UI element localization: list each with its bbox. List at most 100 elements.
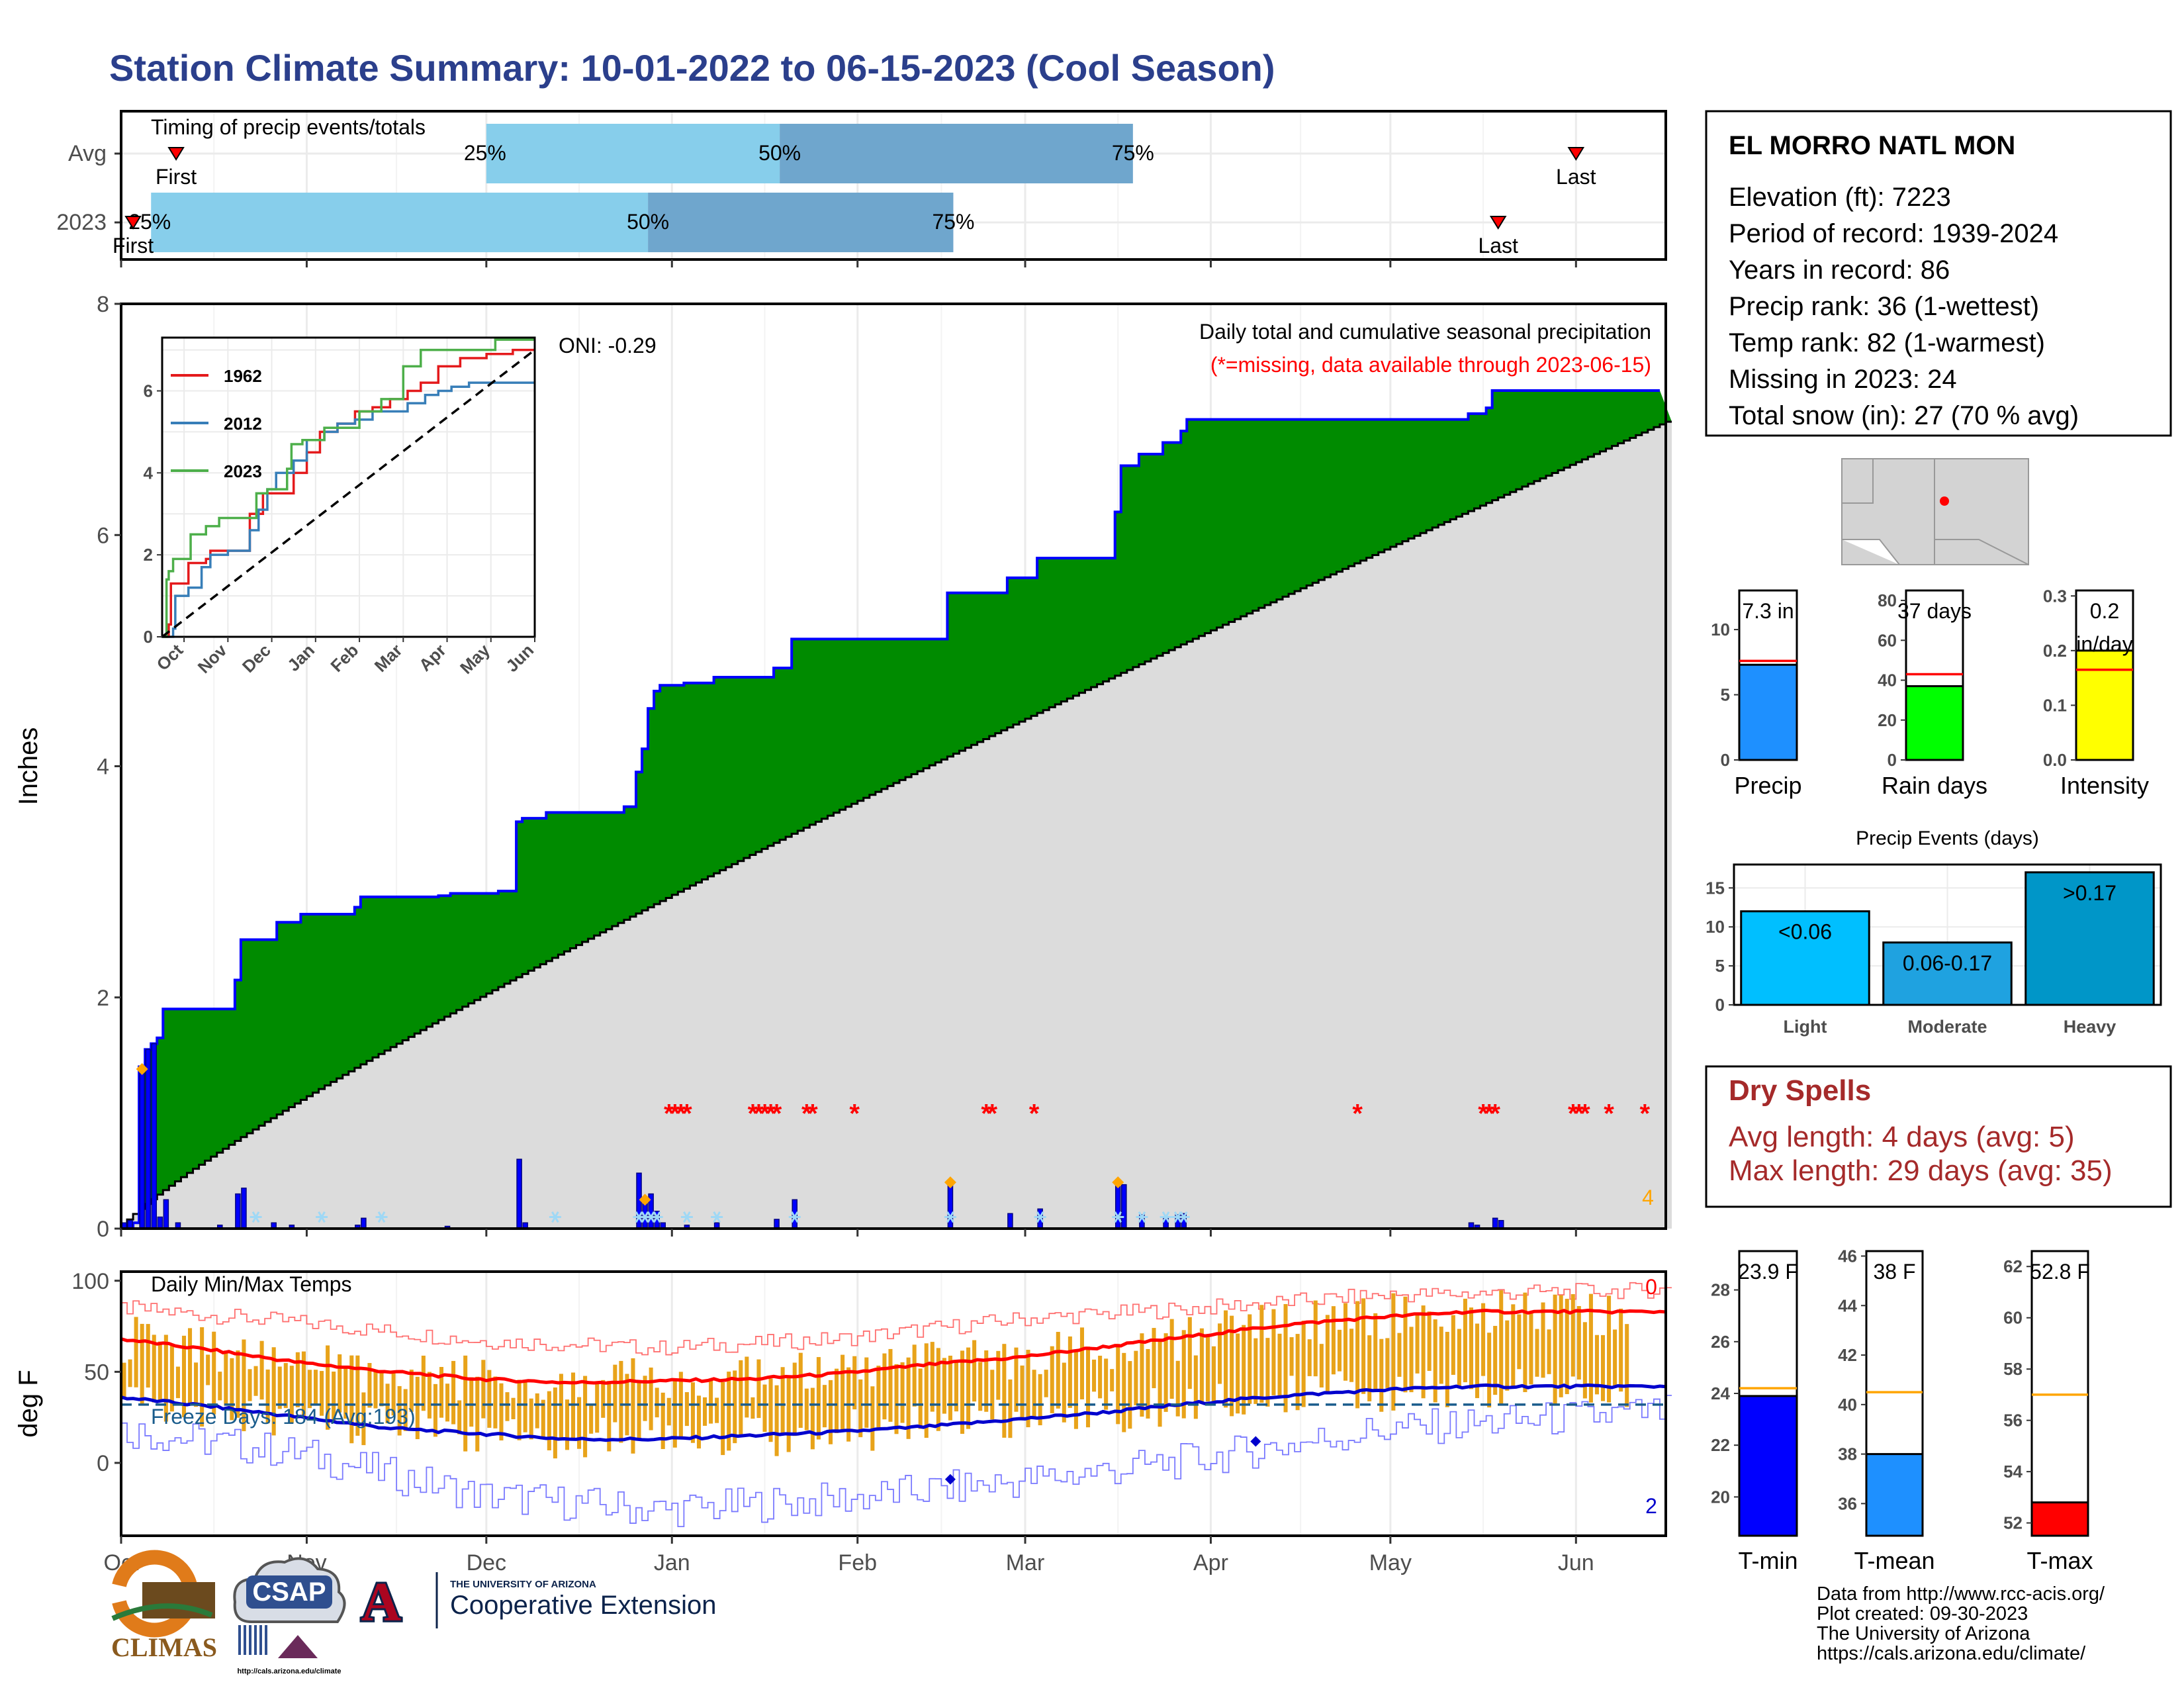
snow-marker xyxy=(651,1211,663,1223)
station-info-precip-rank: Precip rank: 36 (1-wettest) xyxy=(1729,292,2040,321)
inset-y-tick-label: 0 xyxy=(144,627,153,647)
daily-temp-bar xyxy=(727,1372,731,1451)
csap-mountain-icon xyxy=(278,1635,318,1658)
daily-temp-bar xyxy=(666,1397,671,1426)
station-info-snow: Total snow (in): 27 (70 % avg) xyxy=(1729,401,2079,430)
daily-temp-bar xyxy=(912,1344,917,1407)
daily-temp-bar xyxy=(1283,1304,1288,1413)
summary-y-tick: 44 xyxy=(1838,1295,1857,1315)
snow-stroke xyxy=(1173,1211,1182,1223)
timing-pct-75: 75% xyxy=(932,210,974,234)
missing-marker: * xyxy=(754,1099,764,1128)
map-border xyxy=(1934,539,2029,565)
daily-temp-bar xyxy=(253,1366,258,1396)
precip-rain-days: 0 20 40 60 80 37 days Rain days xyxy=(1878,589,1987,799)
station-info-box xyxy=(1705,110,2172,437)
daily-temp-bar xyxy=(1427,1311,1432,1371)
daily-temp-bar xyxy=(415,1376,420,1440)
missing-marker: * xyxy=(801,1099,812,1128)
x-month-label: Jun xyxy=(1558,1550,1594,1575)
station-info-border xyxy=(1705,110,2172,437)
dry-spells-box xyxy=(1705,1065,2172,1208)
summary-y-tick: 0 xyxy=(1888,750,1897,770)
credit-url: https://cals.arizona.edu/climate/ xyxy=(1817,1643,2086,1664)
daily-temp-bar xyxy=(1313,1300,1318,1377)
summary-value-unit: in/day xyxy=(2076,632,2132,656)
daily-temp-bar xyxy=(1158,1338,1162,1427)
snow-marker xyxy=(316,1211,328,1223)
daily-temp-bar xyxy=(1014,1347,1019,1412)
snow-stroke xyxy=(641,1211,649,1223)
daily-temp-bar xyxy=(1253,1338,1258,1404)
daily-temp-bar xyxy=(259,1340,264,1400)
station-info-elevation: Elevation (ft): 7223 xyxy=(1729,183,1951,212)
y-tick-label: 0 xyxy=(97,1451,109,1476)
daily-precip-bar xyxy=(163,1199,169,1229)
panel-border xyxy=(1733,863,2162,1006)
snow-marker xyxy=(250,1211,262,1223)
temp-t-min: 20 22 24 26 28 23.9 F T-min xyxy=(1711,1250,1798,1574)
daily-temp-bar xyxy=(660,1392,665,1450)
daily-temp-bar xyxy=(996,1350,1001,1400)
timing-row-label: 2023 xyxy=(56,210,107,235)
daily-temp-bar xyxy=(1140,1333,1144,1417)
daily-temp-bar xyxy=(703,1397,707,1426)
missing-marker: * xyxy=(1568,1099,1578,1128)
daily-temp-bar xyxy=(206,1354,210,1385)
daily-temp-bar xyxy=(906,1357,911,1439)
daily-temp-bar xyxy=(1242,1325,1246,1415)
daily-temp-bar xyxy=(1439,1327,1443,1384)
avg-tmin-line xyxy=(120,1383,1666,1442)
daily-temp-bar xyxy=(942,1358,946,1414)
daily-temp-bar xyxy=(595,1383,600,1433)
summary-y-tick: 56 xyxy=(2003,1411,2023,1430)
dry-spells-max-length: Max length: 29 days (avg: 35) xyxy=(1729,1154,2113,1187)
daily-temp-bar xyxy=(1044,1370,1048,1397)
daily-temp-bar xyxy=(978,1362,983,1411)
page-title: Station Climate Summary: 10-01-2022 to 0… xyxy=(109,47,1275,89)
summary-panel-label: T-max xyxy=(2026,1547,2093,1574)
daily-temp-bar xyxy=(505,1392,510,1421)
daily-temp-bar xyxy=(786,1376,791,1452)
dry-spells-avg-length: Avg length: 4 days (avg: 5) xyxy=(1729,1121,2075,1153)
precip-event-y-tick: 5 xyxy=(1715,956,1725,976)
daily-temp-bar xyxy=(1152,1328,1156,1389)
daily-temp-bar xyxy=(966,1347,971,1429)
daily-temp-bar xyxy=(326,1345,330,1430)
daily-temp-bar xyxy=(828,1380,833,1444)
daily-temp-bar xyxy=(1224,1310,1228,1408)
snow-stroke xyxy=(1138,1211,1146,1223)
daily-temp-bar xyxy=(1559,1295,1563,1397)
csap-logo: CSAP http://cals.arizona.edu/climate xyxy=(233,1557,346,1675)
daily-temp-bar xyxy=(1487,1333,1492,1408)
precip-event-bar xyxy=(1882,941,2013,1006)
daily-temp-bar xyxy=(1331,1306,1336,1375)
timing-marker-first xyxy=(124,216,142,230)
daily-precip-bar xyxy=(1492,1217,1498,1229)
snow-marker xyxy=(1034,1211,1046,1223)
daily-temp-bar xyxy=(122,1362,126,1399)
daily-temp-bar xyxy=(577,1397,582,1449)
record-high-line xyxy=(121,1282,1672,1356)
state-map xyxy=(1841,458,2029,565)
temp-t-mean: 36 38 40 42 44 46 38 F T-mean xyxy=(1838,1246,1934,1574)
daily-temp-bar xyxy=(1122,1352,1126,1432)
daily-temp-bar xyxy=(469,1377,474,1427)
climas-wave-icon xyxy=(111,1603,213,1621)
map-border xyxy=(1842,539,1900,565)
extreme-cold-marker xyxy=(1250,1436,1261,1447)
daily-temp-bar xyxy=(523,1380,527,1432)
daily-precip-bar xyxy=(241,1188,247,1229)
panel-border xyxy=(120,110,1667,261)
timing-label-first: First xyxy=(156,165,197,189)
daily-temp-bar xyxy=(1600,1335,1606,1401)
daily-temp-bar xyxy=(1570,1294,1575,1377)
missing-marker: * xyxy=(1490,1099,1500,1128)
precip-precip: 0 5 10 7.3 in Precip xyxy=(1711,589,1802,799)
y-tick-label: 100 xyxy=(71,1269,109,1294)
daily-temp-bar xyxy=(1535,1329,1539,1377)
y-tick-label: 8 xyxy=(97,292,109,317)
daily-temp-bar xyxy=(224,1350,228,1406)
daily-temp-bar xyxy=(1391,1293,1396,1411)
daily-temp-bar xyxy=(1553,1294,1557,1404)
